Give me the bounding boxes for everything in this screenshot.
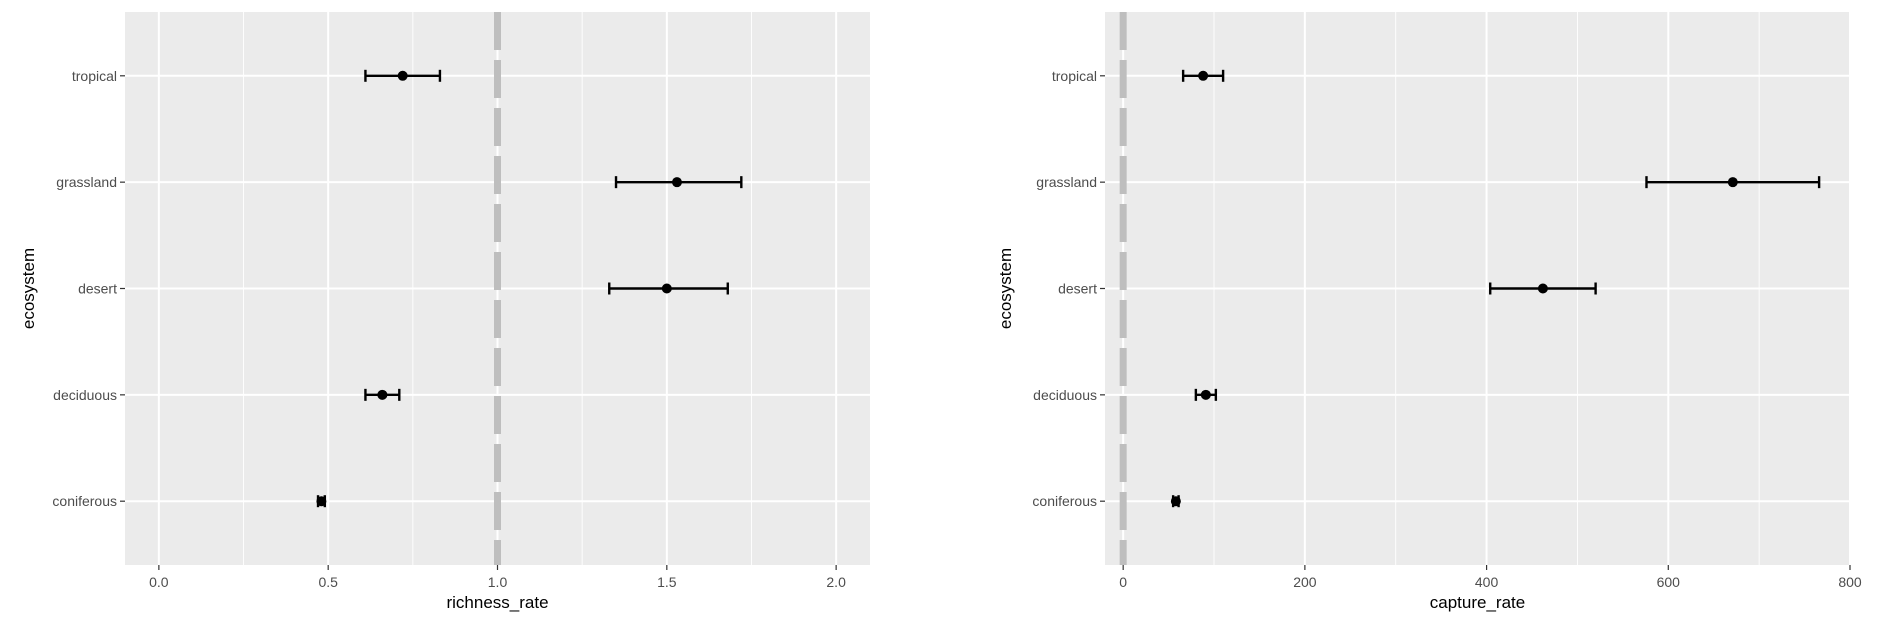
data-point [1198,70,1209,81]
y-tick-label: desert [1058,281,1097,297]
data-point [661,283,672,294]
data-point [1200,389,1211,400]
y-axis-title: ecosystem [996,248,1015,329]
y-axis-title: ecosystem [19,248,38,329]
chart-panel-1: 0.0 0.5 1.0 1.5 2.0 coniferous deciduous desert… [19,12,870,612]
x-tick-label: 200 [1293,574,1317,590]
y-tick-label: deciduous [53,387,117,403]
y-tick-label: coniferous [52,493,117,509]
x-tick-label: 800 [1838,574,1862,590]
x-axis-title: capture_rate [1430,593,1525,612]
x-tick-label: 1.0 [488,574,508,590]
y-tick-label: coniferous [1032,493,1097,509]
y-tick-label: tropical [1052,68,1097,84]
x-tick-label: 1.5 [657,574,677,590]
y-tick-label: desert [78,281,117,297]
x-tick-label: 400 [1475,574,1499,590]
x-tick-label: 0.5 [318,574,338,590]
x-axis-title: richness_rate [446,593,548,612]
x-tick-label: 0.0 [149,574,169,590]
x-tick-label: 600 [1657,574,1681,590]
data-point [316,496,327,507]
y-tick-label: grassland [56,174,117,190]
y-tick-label: grassland [1036,174,1097,190]
data-point [1537,283,1548,294]
data-point [1727,177,1738,188]
y-tick-label: tropical [72,68,117,84]
chart-panel-2: 0 200 400 600 800 coniferous deciduous desert gr… [996,12,1862,612]
data-point [377,389,388,400]
x-tick-label: 2.0 [826,574,846,590]
data-point [1170,496,1181,507]
y-tick-label: deciduous [1033,387,1097,403]
data-point [671,177,682,188]
data-point [397,70,408,81]
x-tick-label: 0 [1119,574,1127,590]
